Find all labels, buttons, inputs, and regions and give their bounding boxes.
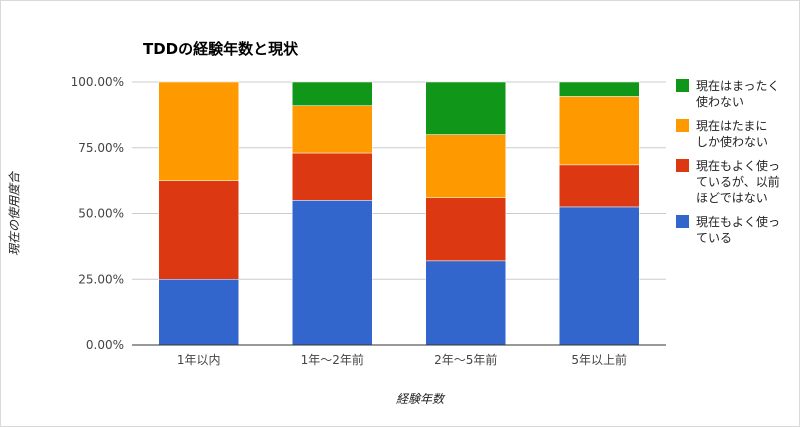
legend-label-line: 現在もよく使っ [696,215,781,229]
bar-segment [425,81,506,135]
legend: 現在はまったく 使わない 現在はたまに しか使わない 現在もよく使っ ているが、… [676,78,796,254]
y-tick-label: 100.00% [71,75,124,89]
legend-label-line: 使わない [696,95,745,109]
bar-segment [559,81,640,97]
legend-item: 現在もよく使っ ているが、以前 ほどではない [676,158,796,206]
legend-label-line: 現在もよく使っ [696,159,781,173]
bar-segment [425,197,506,262]
x-axis-label: 経験年数 [395,392,445,406]
bar-segment [158,279,239,346]
bar-segment [158,180,239,280]
legend-swatch [676,79,689,92]
bar-segment [559,164,640,208]
x-tick-label: 1年〜2年前 [301,352,364,367]
legend-label-line: ているが、以前 [696,175,780,189]
bar-segment [559,206,640,346]
x-tick-label: 2年〜5年前 [434,352,497,367]
legend-label-line: 現在はたまに [696,119,768,133]
legend-label-line: 現在はまったく [696,79,780,93]
legend-item: 現在もよく使っ ている [676,214,796,246]
y-tick-label: 0.00% [86,338,124,352]
legend-swatch [676,119,689,132]
legend-swatch [676,215,689,228]
chart-title: TDDの経験年数と現状 [143,40,299,58]
y-tick-label: 25.00% [78,272,124,286]
bar-segment [559,96,640,166]
bar-segment [425,260,506,346]
bar-segment [158,81,239,181]
y-tick-label: 50.00% [78,207,124,221]
legend-label-line: ている [696,231,733,245]
bar-segment [425,134,506,198]
bar-segment [292,105,373,154]
legend-item: 現在はたまに しか使わない [676,118,796,150]
x-tick-label: 5年以上前 [571,352,627,367]
legend-item: 現在はまったく 使わない [676,78,796,110]
bar-segment [292,152,373,201]
x-tick-label: 1年以内 [177,353,221,367]
y-tick-label: 75.00% [78,141,124,155]
legend-label-line: ほどではない [696,191,768,205]
legend-swatch [676,159,689,172]
bar-segment [292,200,373,346]
bar-segment [292,81,373,106]
legend-label-line: しか使わない [696,135,769,149]
